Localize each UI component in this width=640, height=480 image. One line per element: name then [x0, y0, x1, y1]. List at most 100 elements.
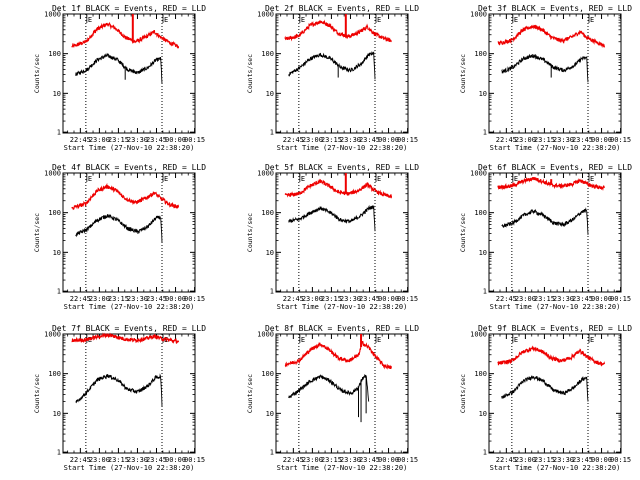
- y-tick-label: 1: [57, 129, 61, 137]
- x-axis-label: Start Time (27-Nov-10 22:38:20): [277, 464, 408, 472]
- x-tick-label: 00:00: [378, 136, 399, 144]
- y-tick-label: 10: [266, 249, 274, 257]
- x-tick-label: 00:15: [610, 136, 631, 144]
- x-tick-label: 23:45: [572, 456, 593, 464]
- event-marker-label: E: [88, 175, 92, 183]
- panel-title: Det 6f BLACK = Events, RED = LLD: [478, 163, 632, 172]
- event-marker-label: E: [88, 336, 92, 344]
- x-tick-label: 23:15: [321, 456, 342, 464]
- x-tick-label: 23:00: [89, 136, 110, 144]
- x-tick-label: 23:30: [340, 456, 361, 464]
- y-axis-label: Counts/sec: [33, 54, 41, 93]
- x-tick-label: 23:30: [127, 295, 148, 303]
- event-marker-label: E: [514, 336, 518, 344]
- event-marker-label: E: [164, 175, 168, 183]
- x-axis-label: Start Time (27-Nov-10 22:38:20): [490, 144, 621, 152]
- event-marker-label: E: [164, 16, 168, 24]
- x-tick-label: 00:00: [378, 456, 399, 464]
- y-axis-label: Counts/sec: [33, 213, 41, 252]
- lld-rate-line: [284, 178, 393, 199]
- x-tick-label: 22:45: [496, 295, 517, 303]
- x-tick-label: 23:30: [553, 136, 574, 144]
- x-tick-label: 23:45: [359, 295, 380, 303]
- x-tick-label: 23:30: [553, 456, 574, 464]
- y-tick-label: 1000: [44, 331, 61, 339]
- x-tick-label: 23:45: [359, 456, 380, 464]
- x-tick-label: 00:15: [184, 295, 205, 303]
- y-axis-label: Counts/sec: [246, 54, 254, 93]
- panel-title: Det 7f BLACK = Events, RED = LLD: [52, 324, 206, 333]
- x-tick-label: 23:15: [108, 456, 129, 464]
- y-tick-label: 1000: [470, 170, 487, 178]
- lld-rate-line: [71, 21, 180, 49]
- y-axis-label: Counts/sec: [459, 54, 467, 93]
- plot-frame: [488, 13, 622, 134]
- events-rate-line: [288, 50, 376, 80]
- y-axis-label: Counts/sec: [246, 374, 254, 413]
- y-tick-label: 1000: [44, 170, 61, 178]
- y-tick-label: 100: [261, 370, 274, 378]
- y-tick-label: 10: [266, 90, 274, 98]
- x-tick-label: 23:45: [146, 456, 167, 464]
- lld-rate-line: [284, 340, 393, 370]
- detector-panel: Det 3f BLACK = Events, RED = LLD 1 10 100 10…: [459, 4, 632, 152]
- events-rate-line: [75, 213, 163, 243]
- x-tick-label: 23:30: [340, 295, 361, 303]
- y-axis-label: Counts/sec: [33, 374, 41, 413]
- events-rate-line: [75, 373, 163, 407]
- plot-frame: [62, 13, 196, 134]
- plot-frame: [488, 333, 622, 454]
- y-tick-label: 1: [57, 288, 61, 296]
- y-tick-label: 10: [479, 249, 487, 257]
- x-tick-label: 00:00: [591, 136, 612, 144]
- plot-frame: [275, 333, 409, 454]
- y-tick-label: 1: [270, 129, 274, 137]
- x-tick-label: 23:00: [302, 136, 323, 144]
- y-tick-label: 1000: [257, 170, 274, 178]
- panel-title: Det 5f BLACK = Events, RED = LLD: [265, 163, 419, 172]
- event-marker-label: E: [514, 16, 518, 24]
- lld-rate-line: [71, 182, 180, 211]
- x-tick-label: 23:45: [146, 295, 167, 303]
- x-tick-label: 00:00: [591, 456, 612, 464]
- y-tick-label: 10: [53, 90, 61, 98]
- y-tick-label: 1000: [470, 331, 487, 339]
- x-tick-label: 23:15: [108, 136, 129, 144]
- y-tick-label: 1000: [470, 11, 487, 19]
- x-tick-label: 23:15: [108, 295, 129, 303]
- event-marker-label: E: [377, 16, 381, 24]
- detector-panel: Det 6f BLACK = Events, RED = LLD 1 10 100 10…: [459, 163, 632, 311]
- event-marker-label: E: [88, 16, 92, 24]
- x-tick-label: 23:00: [302, 456, 323, 464]
- event-marker-label: E: [590, 336, 594, 344]
- y-tick-label: 10: [479, 90, 487, 98]
- events-rate-line: [501, 375, 589, 402]
- events-rate-line: [288, 373, 370, 402]
- x-tick-label: 22:45: [283, 136, 304, 144]
- x-tick-label: 23:00: [515, 136, 536, 144]
- plot-frame: [275, 172, 409, 293]
- panel-title: Det 2f BLACK = Events, RED = LLD: [265, 4, 419, 13]
- x-tick-label: 23:45: [572, 136, 593, 144]
- y-tick-label: 100: [474, 370, 487, 378]
- detector-panel: Det 8f BLACK = Events, RED = LLD 1 10 100 10…: [246, 324, 419, 472]
- lld-rate-line: [71, 332, 180, 345]
- x-tick-label: 23:15: [534, 295, 555, 303]
- y-tick-label: 1: [483, 129, 487, 137]
- events-rate-line: [75, 52, 163, 84]
- x-tick-label: 23:00: [515, 456, 536, 464]
- x-tick-label: 00:15: [184, 456, 205, 464]
- x-tick-label: 00:00: [165, 456, 186, 464]
- detector-panel: Det 2f BLACK = Events, RED = LLD 1 10 100 10…: [246, 4, 419, 152]
- y-tick-label: 10: [479, 410, 487, 418]
- x-tick-label: 00:00: [165, 295, 186, 303]
- panel-title: Det 1f BLACK = Events, RED = LLD: [52, 4, 206, 13]
- event-marker-label: E: [590, 175, 594, 183]
- lld-rate-line: [497, 345, 606, 367]
- x-tick-label: 22:45: [283, 295, 304, 303]
- x-tick-label: 22:45: [283, 456, 304, 464]
- y-tick-label: 10: [53, 410, 61, 418]
- x-tick-label: 00:15: [184, 136, 205, 144]
- x-tick-label: 23:00: [89, 456, 110, 464]
- event-marker-label: E: [301, 336, 305, 344]
